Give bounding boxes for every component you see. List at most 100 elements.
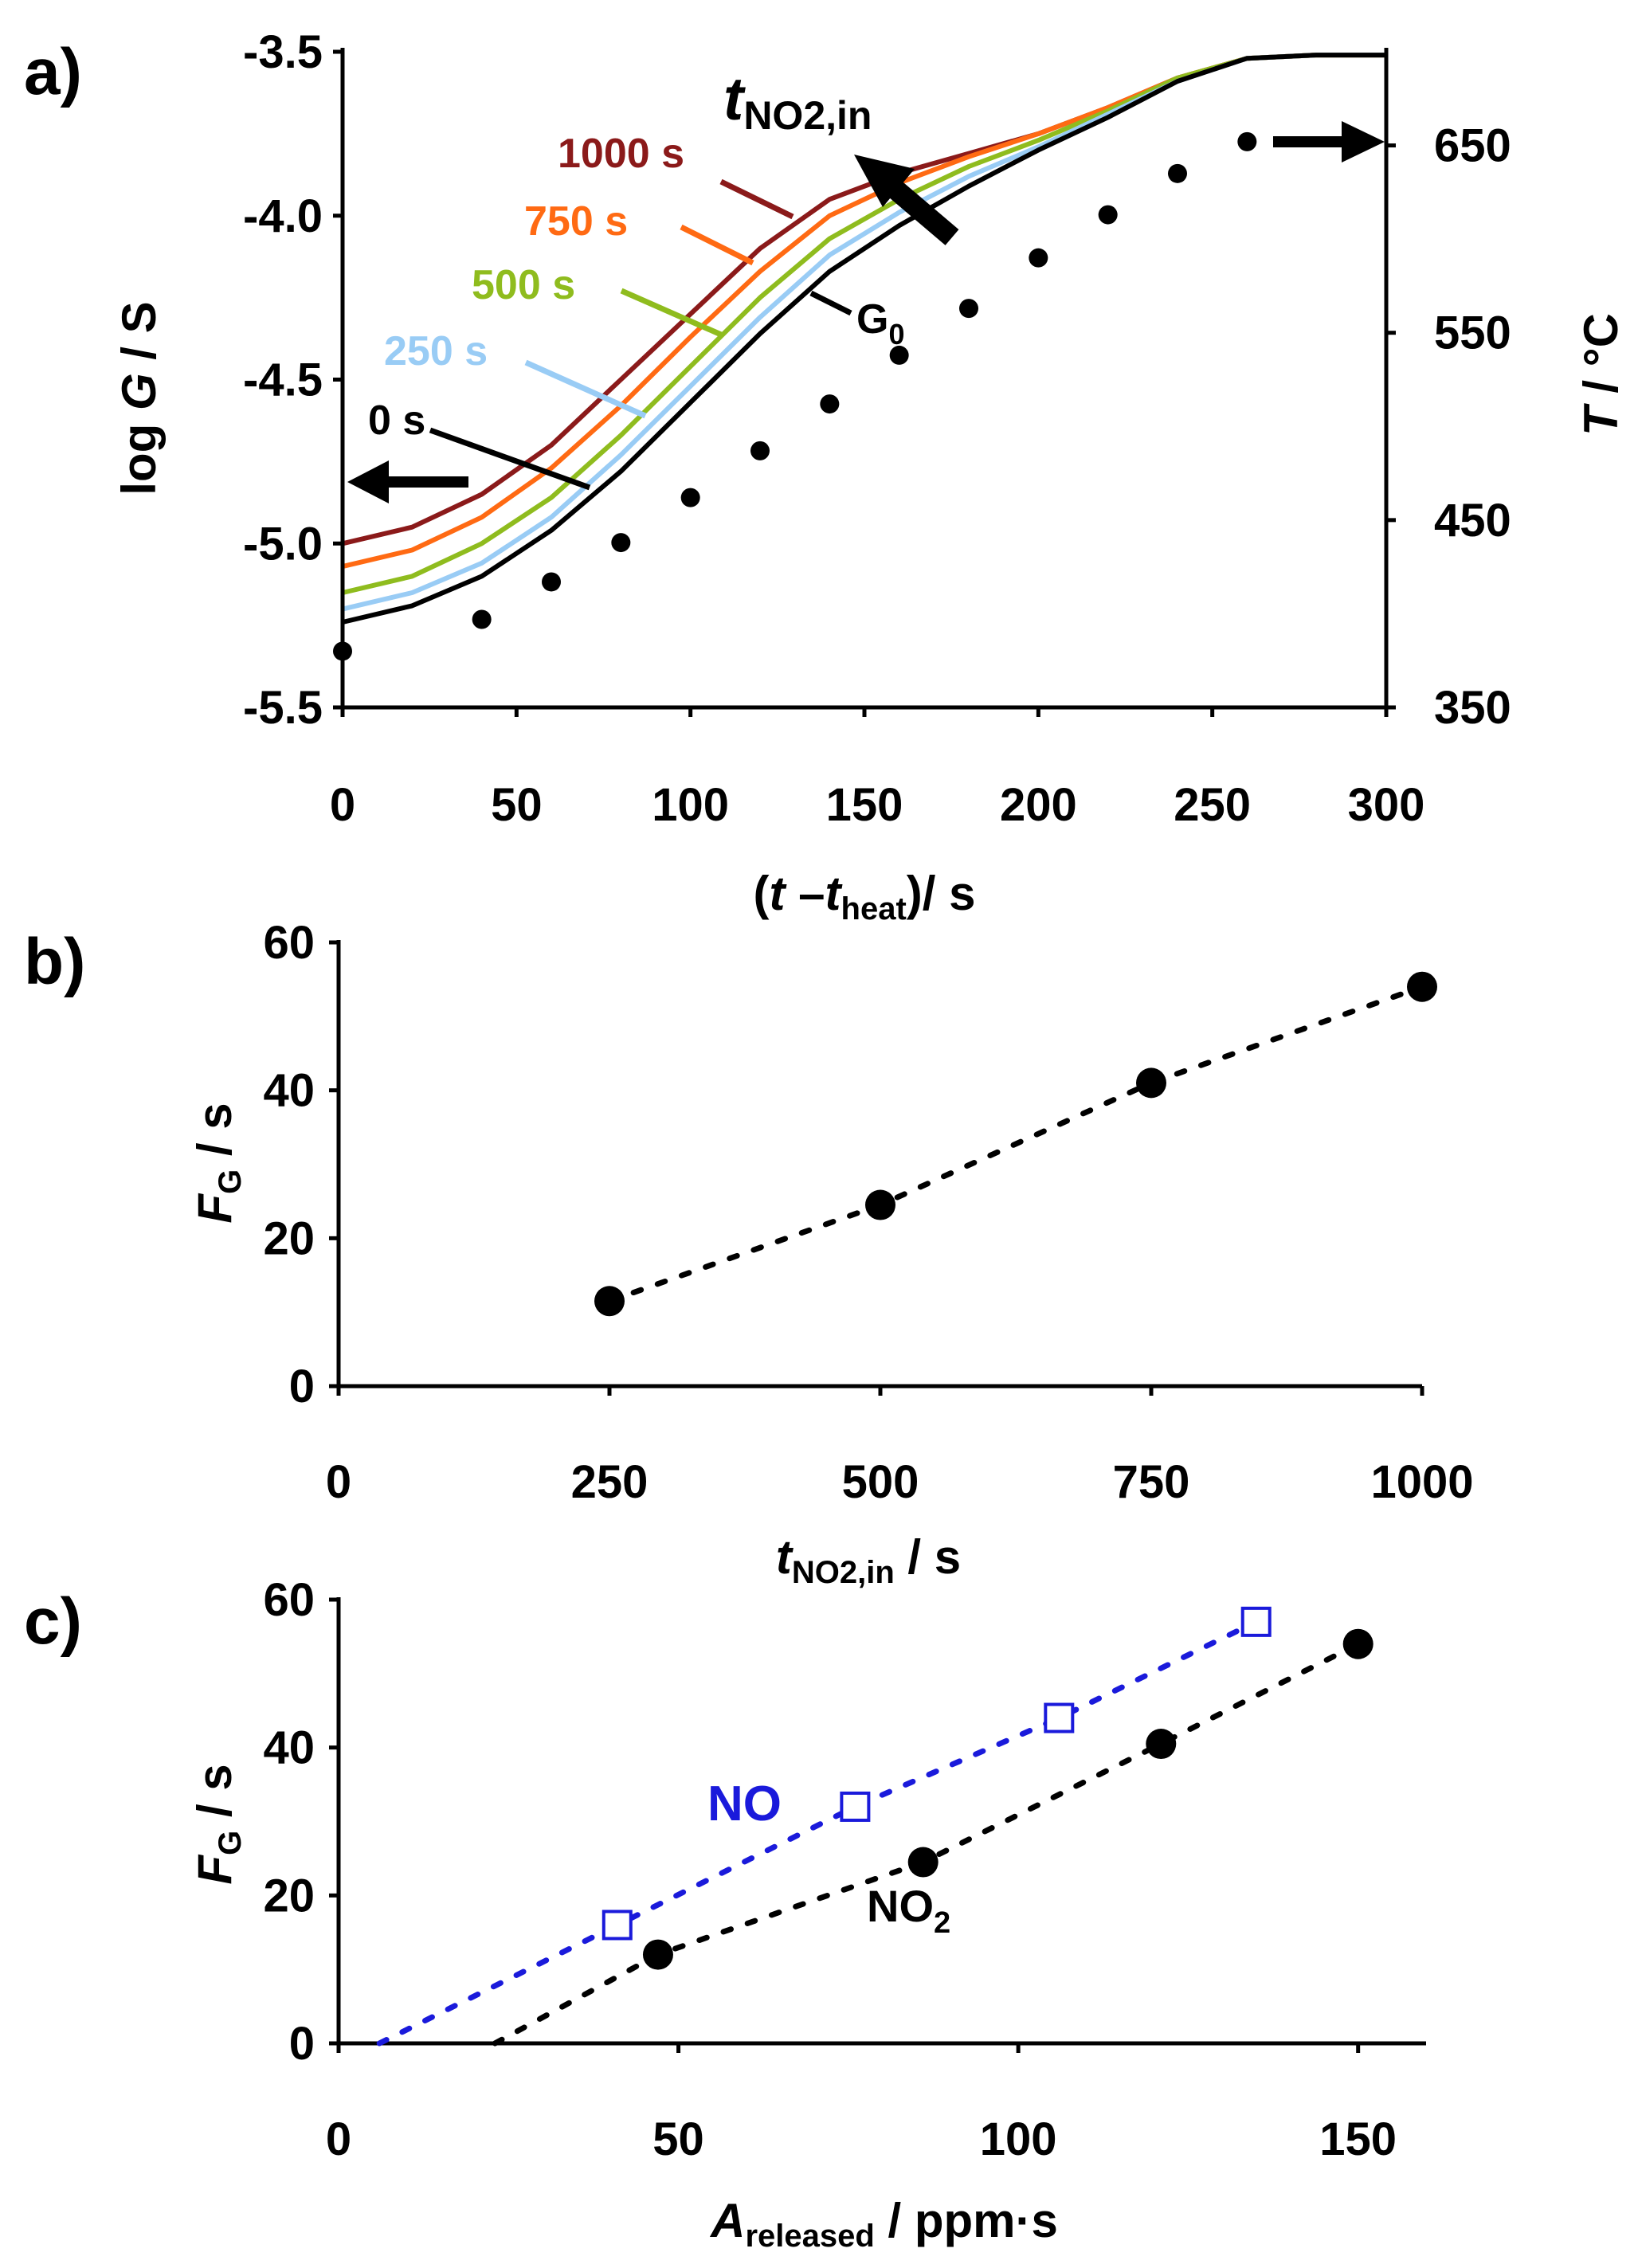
fit-line-no2 bbox=[492, 1641, 1362, 2047]
data-point-no bbox=[602, 1910, 633, 1941]
x-tick-label: 500 bbox=[842, 1456, 919, 1508]
panel-b-x-ticks: 0 250 500 750 1000 bbox=[326, 1386, 1474, 1508]
temperature-point bbox=[611, 533, 631, 553]
x-tick-label: 200 bbox=[1000, 779, 1077, 831]
data-point-no2 bbox=[1342, 1628, 1373, 1659]
panel-c-x-label: Areleased / ppm·s bbox=[709, 2194, 1058, 2254]
tno2-arrow-head bbox=[854, 155, 915, 207]
curve-0s bbox=[342, 53, 1386, 625]
label-500s: 500 s bbox=[472, 262, 575, 308]
temperature-point bbox=[542, 572, 561, 592]
leader-1000s bbox=[719, 178, 794, 220]
leader-250s bbox=[524, 359, 647, 419]
y-tick-label: 40 bbox=[263, 1065, 315, 1117]
fit-line bbox=[606, 984, 1425, 1304]
data-point bbox=[594, 1286, 625, 1317]
panel-a-y2-label: T / °C bbox=[1574, 313, 1628, 436]
x-tick-label: 250 bbox=[571, 1456, 649, 1508]
y2-tick-label: 350 bbox=[1434, 682, 1511, 734]
y-tick-label: 60 bbox=[263, 1574, 315, 1626]
y-tick-label: 0 bbox=[289, 2018, 315, 2070]
label-no2: NO2 bbox=[867, 1881, 950, 1940]
fit-line-no bbox=[376, 1619, 1260, 2047]
x-tick-label: 0 bbox=[326, 2113, 351, 2165]
x-tick-label: 1000 bbox=[1370, 1456, 1473, 1508]
label-750s: 750 s bbox=[524, 198, 628, 245]
y-tick-label: 20 bbox=[263, 1212, 315, 1264]
panel-a-marks bbox=[333, 53, 1386, 661]
tno2-arrow-shaft bbox=[881, 175, 959, 245]
label-0s: 0 s bbox=[368, 398, 425, 444]
label-tno2: tNO2,in bbox=[723, 65, 872, 138]
x-tick-label: 150 bbox=[1319, 2113, 1397, 2165]
x-tick-label: 750 bbox=[1113, 1456, 1190, 1508]
leader-0s bbox=[429, 427, 591, 491]
y2-tick-label: 550 bbox=[1434, 307, 1511, 359]
leader-g0 bbox=[809, 290, 852, 316]
temperature-point bbox=[680, 488, 700, 507]
data-point bbox=[1136, 1067, 1166, 1099]
y-tick-label: -5.5 bbox=[243, 682, 323, 734]
x-tick-label: 100 bbox=[980, 2113, 1057, 2165]
leader-500s bbox=[620, 288, 723, 338]
panel-c-y-ticks: 0 20 40 60 bbox=[263, 1574, 339, 2070]
data-point-no bbox=[840, 1791, 871, 1822]
y-tick-label: 0 bbox=[289, 1361, 315, 1412]
panel-c: c) 0 20 40 60 0 50 100 150 NO NO2 FG / s Arele… bbox=[24, 1574, 1426, 2254]
panel-b-y-ticks: 0 20 40 60 bbox=[263, 917, 339, 1412]
temperature-point bbox=[1168, 163, 1187, 183]
data-point-no2 bbox=[642, 1939, 673, 1970]
panel-c-label: c) bbox=[24, 1585, 82, 1658]
temperature-point bbox=[889, 345, 909, 365]
panel-a-x-label: (t –theat)/ s bbox=[754, 867, 976, 926]
x-tick-label: 150 bbox=[826, 779, 903, 831]
data-point-no bbox=[1044, 1702, 1075, 1733]
y-tick-label: 40 bbox=[263, 1722, 315, 1774]
panel-a-x-ticks: 0 50 100 150 200 250 300 bbox=[330, 707, 1425, 831]
temperature-point bbox=[1237, 131, 1257, 151]
y-tick-label: -5.0 bbox=[243, 518, 323, 570]
x-tick-label: 250 bbox=[1174, 779, 1251, 831]
panel-b-x-label: tNO2,in / s bbox=[776, 1530, 961, 1590]
temperature-point bbox=[1098, 205, 1118, 225]
data-point-no bbox=[1240, 1606, 1272, 1637]
panel-b-y-label: FG / s bbox=[188, 1103, 248, 1223]
label-1000s: 1000 s bbox=[558, 131, 684, 177]
left-axis-arrow-head bbox=[347, 460, 389, 503]
label-250s: 250 s bbox=[384, 328, 488, 374]
panel-c-marks bbox=[376, 1606, 1373, 2047]
panel-b-label: b) bbox=[24, 926, 85, 998]
y2-tick-label: 650 bbox=[1434, 120, 1511, 172]
data-point bbox=[1407, 971, 1437, 1002]
temperature-point bbox=[1029, 248, 1048, 268]
panel-b-marks bbox=[594, 971, 1437, 1317]
x-tick-label: 0 bbox=[326, 1456, 351, 1508]
x-tick-label: 100 bbox=[652, 779, 729, 831]
x-tick-label: 0 bbox=[330, 779, 355, 831]
panel-a-label: a) bbox=[24, 36, 82, 108]
right-axis-arrow-head bbox=[1342, 121, 1385, 163]
panel-b: b) 0 20 40 60 0 250 500 750 1000 FG / s tNO2,in… bbox=[24, 917, 1474, 1590]
y-tick-label: 20 bbox=[263, 1870, 315, 1921]
y-tick-label: -4.5 bbox=[243, 354, 323, 406]
label-g0: G0 bbox=[856, 296, 904, 351]
panel-a-y-label: log G / S bbox=[112, 301, 166, 495]
y-tick-label: 60 bbox=[263, 917, 315, 969]
label-no: NO bbox=[707, 1776, 782, 1831]
panel-a: a) -5.5 -5.0 -4.5 -4.0 -3.5 350 450 550 650 0 50… bbox=[24, 26, 1628, 926]
y-tick-label: -3.5 bbox=[243, 26, 323, 78]
panel-c-x-ticks: 0 50 100 150 bbox=[326, 2043, 1397, 2165]
data-point-no2 bbox=[907, 1847, 939, 1878]
temperature-point bbox=[750, 441, 770, 460]
data-point bbox=[865, 1189, 895, 1220]
leader-750s bbox=[680, 224, 754, 266]
panel-c-y-label: FG / s bbox=[188, 1764, 248, 1884]
x-tick-label: 50 bbox=[491, 779, 543, 831]
x-tick-label: 300 bbox=[1348, 779, 1425, 831]
panel-a-y-ticks: -5.5 -5.0 -4.5 -4.0 -3.5 bbox=[243, 26, 343, 734]
data-point-no2 bbox=[1146, 1729, 1177, 1760]
y-tick-label: -4.0 bbox=[243, 190, 323, 242]
temperature-point bbox=[820, 394, 840, 414]
temperature-point bbox=[959, 299, 978, 319]
